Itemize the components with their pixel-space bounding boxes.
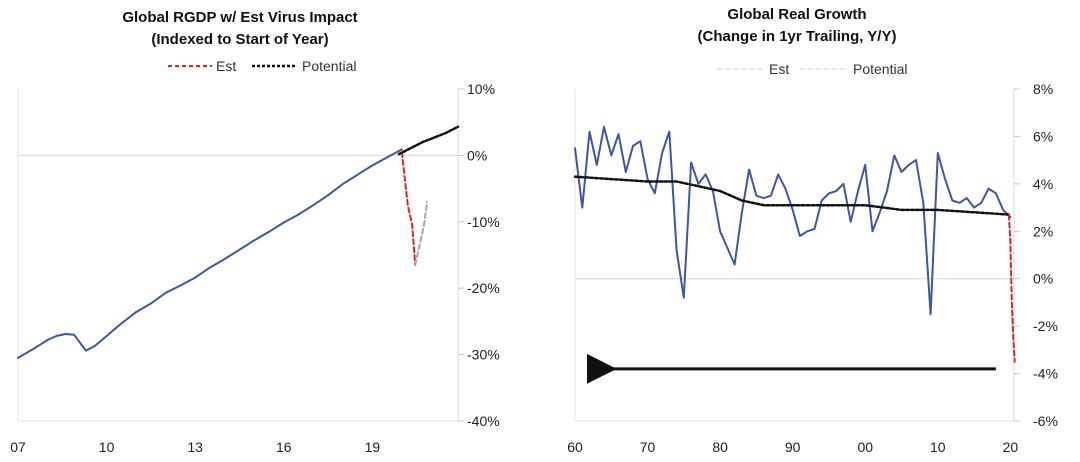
legend-label-potential: Potential — [302, 58, 356, 74]
chart-global-real-growth: Global Real Growth (Change in 1yr Traili… — [567, 6, 1058, 455]
series-est-line — [400, 151, 417, 266]
chart-title: Global Real Growth — [727, 6, 866, 23]
plot-area: 10% 0% -10% -20% -30% -40% 07 10 13 16 19 — [10, 81, 499, 455]
series-potential-line — [397, 125, 460, 156]
y-tick-label: 4% — [1033, 176, 1053, 192]
x-tick-label: 80 — [712, 439, 728, 455]
x-tick-label: 16 — [276, 439, 292, 455]
legend-label-est: Est — [769, 61, 789, 77]
y-tick-label: -6% — [1033, 413, 1058, 429]
x-tick-label: 10 — [99, 439, 115, 455]
x-tick-label: 13 — [187, 439, 203, 455]
chart-global-rgdp: Global RGDP w/ Est Virus Impact (Indexed… — [10, 9, 499, 455]
y-tick-label: -10% — [467, 214, 500, 230]
plot-area: 8% 6% 4% 2% 0% -2% -4% -6% 60 70 80 90 00 10 20 — [567, 81, 1058, 455]
x-tick-label: 07 — [10, 439, 26, 455]
y-tick-label: 8% — [1033, 81, 1053, 97]
x-tick-label: 20 — [1003, 439, 1019, 455]
y-tick-label: -30% — [467, 347, 500, 363]
y-tick-label: 6% — [1033, 128, 1053, 144]
y-tick-label: -40% — [467, 413, 500, 429]
y-tick-label: 10% — [467, 81, 495, 97]
series-actual-line — [574, 125, 1012, 316]
x-tick-label: 70 — [640, 439, 656, 455]
y-tick-label: 2% — [1033, 223, 1053, 239]
legend: Est Potential — [717, 61, 907, 77]
x-tick-label: 19 — [365, 439, 381, 455]
y-tick-label: -4% — [1033, 366, 1058, 382]
x-tick-label: 10 — [930, 439, 946, 455]
y-tick-label: -20% — [467, 280, 500, 296]
chart-title: Global RGDP w/ Est Virus Impact — [122, 9, 357, 26]
legend-label-potential: Potential — [853, 61, 907, 77]
series-actual-line — [17, 148, 403, 359]
legend: Est Potential — [168, 58, 356, 74]
chart-subtitle: (Indexed to Start of Year) — [151, 31, 328, 48]
x-tick-label: 00 — [857, 439, 873, 455]
series-est-line — [1007, 213, 1016, 363]
series-est-recovery-line — [414, 200, 428, 266]
x-tick-label: 60 — [567, 439, 583, 455]
x-tick-label: 90 — [785, 439, 801, 455]
chart-subtitle: (Change in 1yr Trailing, Y/Y) — [698, 28, 897, 45]
y-tick-label: -2% — [1033, 318, 1058, 334]
series-potential-line — [573, 175, 1012, 216]
y-tick-label: 0% — [467, 147, 487, 163]
y-tick-label: 0% — [1033, 271, 1053, 287]
legend-label-est: Est — [216, 58, 236, 74]
